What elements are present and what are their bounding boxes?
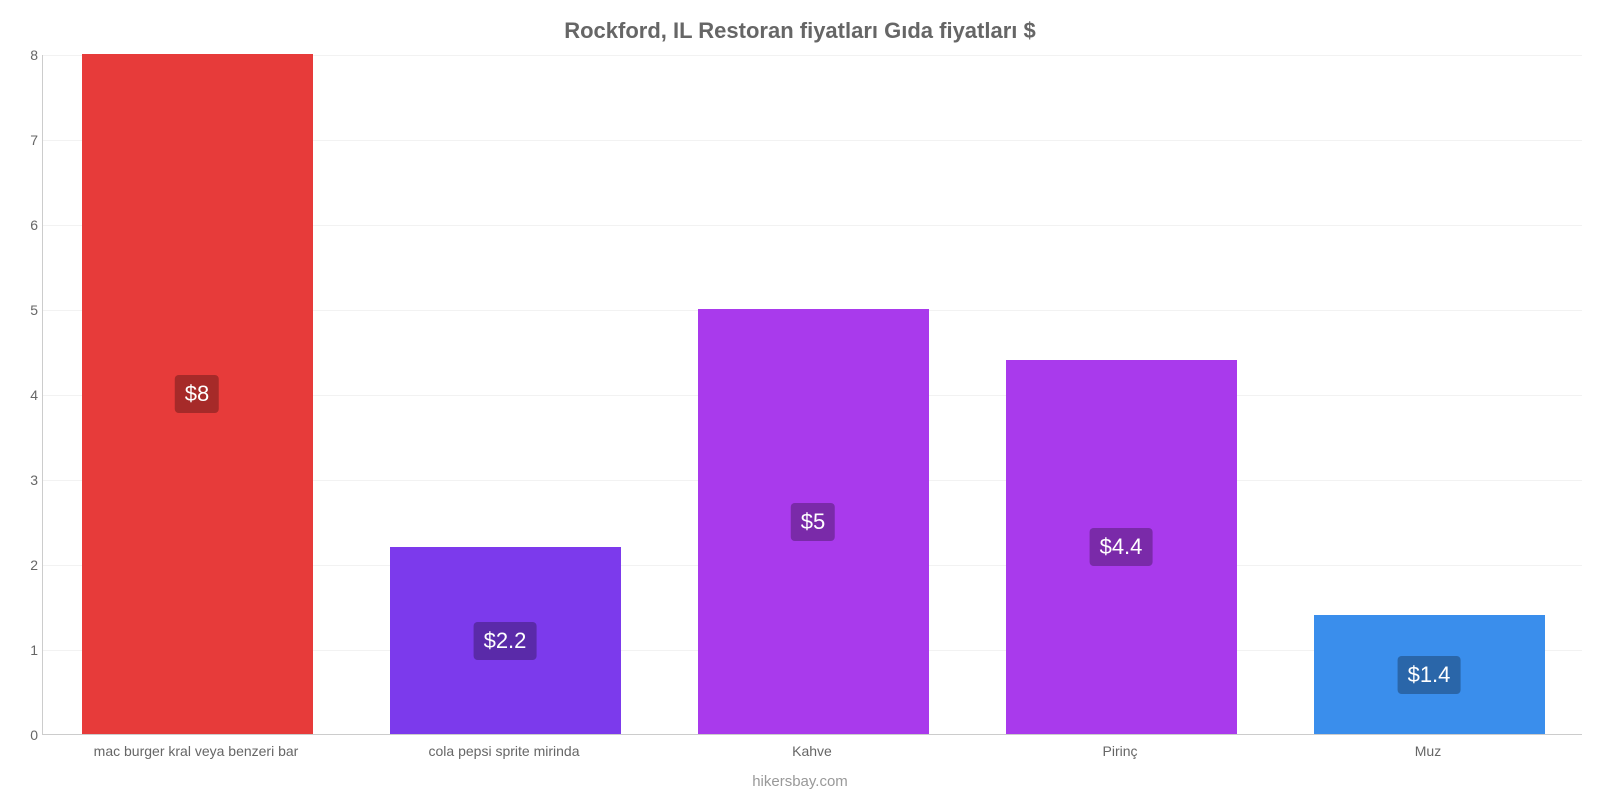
y-tick-label: 2 — [20, 557, 38, 573]
x-tick-label: mac burger kral veya benzeri bar — [94, 743, 299, 759]
attribution: hikersbay.com — [0, 773, 1600, 790]
y-tick-label: 5 — [20, 302, 38, 318]
y-tick-label: 3 — [20, 472, 38, 488]
x-tick-label: Pirinç — [1102, 743, 1137, 759]
y-tick-label: 4 — [20, 387, 38, 403]
value-label: $2.2 — [474, 622, 537, 660]
x-tick-label: Muz — [1415, 743, 1441, 759]
plot-area: $8 $2.2 $5 $4.4 $1.4 — [42, 55, 1582, 735]
y-tick-label: 1 — [20, 642, 38, 658]
price-chart: Rockford, IL Restoran fiyatları Gıda fiy… — [0, 0, 1600, 800]
value-label: $5 — [791, 503, 835, 541]
y-tick-label: 7 — [20, 132, 38, 148]
value-label: $1.4 — [1398, 656, 1461, 694]
value-label: $4.4 — [1090, 528, 1153, 566]
y-tick-label: 8 — [20, 47, 38, 63]
chart-title: Rockford, IL Restoran fiyatları Gıda fiy… — [0, 18, 1600, 44]
x-tick-label: cola pepsi sprite mirinda — [429, 743, 580, 759]
y-tick-label: 6 — [20, 217, 38, 233]
y-tick-label: 0 — [20, 727, 38, 743]
x-tick-label: Kahve — [792, 743, 832, 759]
value-label: $8 — [175, 375, 219, 413]
